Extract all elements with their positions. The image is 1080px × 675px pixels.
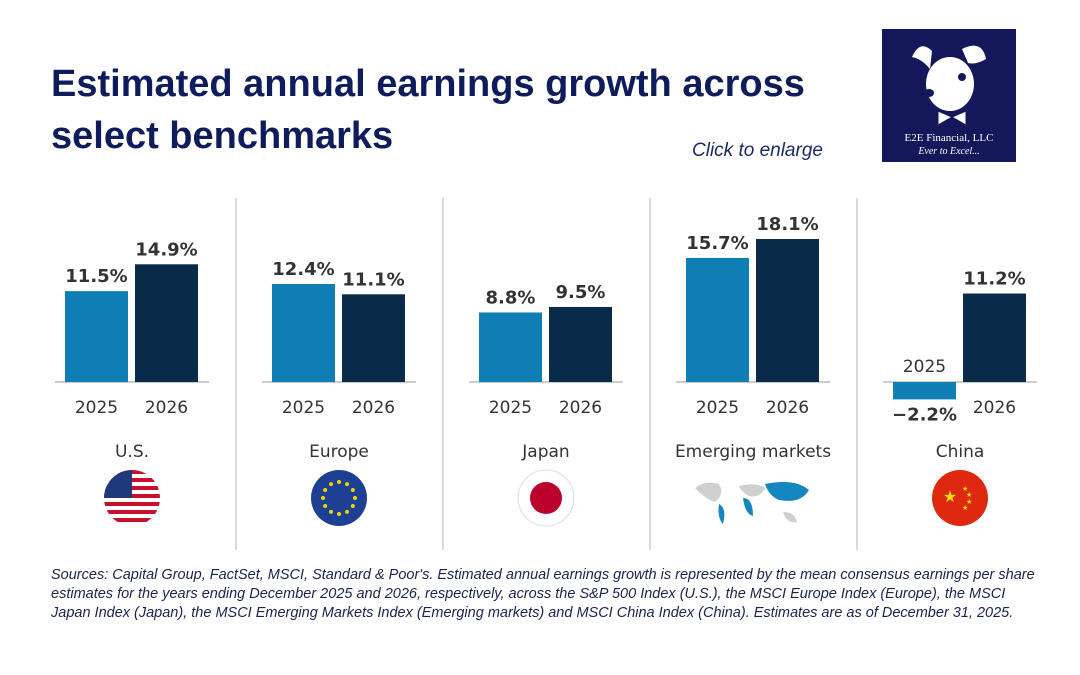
year-label: 2026	[145, 398, 188, 418]
year-label: 2025	[489, 398, 532, 418]
data-label: 11.1%	[342, 269, 404, 290]
data-label: 15.7%	[686, 233, 748, 254]
company-logo: E2E Financial, LLC Ever to Excel...	[882, 29, 1016, 162]
year-label: 2025	[903, 357, 946, 377]
category-label: Emerging markets	[675, 442, 831, 462]
page-title: Estimated annual earnings growth across …	[51, 63, 805, 157]
bar-2025	[479, 312, 542, 382]
logo-tagline: Ever to Excel...	[918, 146, 980, 157]
logo-name: E2E Financial, LLC	[904, 132, 994, 144]
data-label: 11.2%	[963, 269, 1025, 290]
bar-2025	[686, 257, 749, 382]
svg-text:★: ★	[943, 489, 957, 506]
data-label: 9.5%	[556, 282, 606, 303]
dog-logo-icon	[912, 45, 986, 126]
click-to-enlarge-link[interactable]: Click to enlarge	[692, 140, 823, 161]
year-label: 2025	[282, 398, 325, 418]
svg-text:★: ★	[962, 504, 968, 512]
bar-2026	[342, 294, 405, 382]
bar-2026	[756, 239, 819, 382]
data-label: 14.9%	[135, 239, 197, 260]
year-label: 2026	[766, 398, 809, 418]
category-label: Japan	[521, 442, 569, 462]
data-label: −2.2%	[892, 404, 957, 425]
footnote: Sources: Capital Group, FactSet, MSCI, S…	[51, 567, 1035, 621]
bar-2025	[272, 284, 335, 382]
data-label: 11.5%	[65, 266, 127, 287]
svg-text:★: ★	[966, 491, 972, 499]
bar-2026	[135, 264, 198, 382]
data-label: 8.8%	[486, 287, 536, 308]
data-label: 12.4%	[272, 259, 334, 280]
category-label: Europe	[309, 442, 369, 462]
category-label: China	[936, 442, 985, 462]
data-label: 18.1%	[756, 214, 818, 235]
earnings-growth-chart: 11.5% 2025 14.9% 2026 U.S. 12.4% 2025 11.1% 2026…	[55, 198, 1037, 550]
world-map-icon	[695, 482, 809, 524]
svg-text:★: ★	[962, 485, 968, 493]
bar-2026	[549, 306, 612, 382]
year-label: 2025	[75, 398, 118, 418]
svg-text:★: ★	[966, 498, 972, 506]
china-flag-icon: ★ ★★★★	[932, 470, 988, 526]
bar-2025	[65, 291, 128, 382]
bar-2025	[893, 382, 956, 400]
eu-flag-icon	[311, 470, 367, 526]
japan-flag-icon	[517, 469, 575, 527]
year-label: 2026	[973, 398, 1016, 418]
year-label: 2026	[559, 398, 602, 418]
bar-2026	[963, 293, 1026, 382]
us-flag-icon	[104, 470, 160, 526]
year-label: 2026	[352, 398, 395, 418]
year-label: 2025	[696, 398, 739, 418]
category-label: U.S.	[115, 442, 149, 462]
